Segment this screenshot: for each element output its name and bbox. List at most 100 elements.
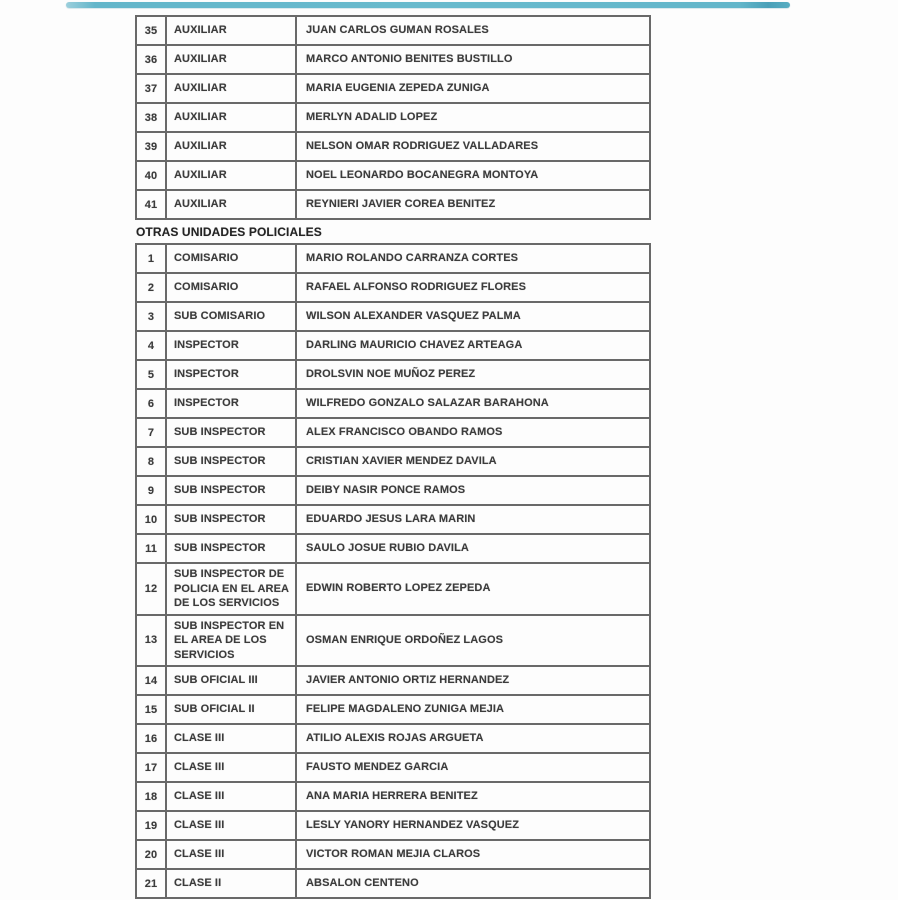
section-title-otras-unidades: OTRAS UNIDADES POLICIALES: [136, 225, 322, 239]
top-accent-bar: [66, 2, 790, 8]
table-row: 10 SUB INSPECTOR EDUARDO JESUS LARA MARIN: [135, 504, 651, 535]
cell-rank: INSPECTOR: [165, 388, 297, 419]
cell-name: EDWIN ROBERTO LOPEZ ZEPEDA: [295, 562, 651, 616]
cell-name: FELIPE MAGDALENO ZUNIGA MEJIA: [295, 694, 651, 726]
cell-name: VICTOR ROMAN MEJIA CLAROS: [295, 839, 651, 871]
cell-rank: CLASE II: [165, 868, 297, 900]
table-row: 5 INSPECTOR DROLSVIN NOE MUÑOZ PEREZ: [135, 359, 651, 390]
cell-num: 11: [135, 533, 167, 564]
table-row: 40 AUXILIAR NOEL LEONARDO BOCANEGRA MONTOY…: [135, 160, 651, 191]
table-row: 21 CLASE II ABSALON CENTENO: [135, 868, 651, 900]
cell-name: NELSON OMAR RODRIGUEZ VALLADARES: [295, 131, 651, 162]
cell-name: FAUSTO MENDEZ GARCIA: [295, 752, 651, 784]
table-row: 19 CLASE III LESLY YANORY HERNANDEZ VASQUE…: [135, 810, 651, 842]
cell-rank: AUXILIAR: [165, 131, 297, 162]
cell-num: 1: [135, 243, 167, 274]
cell-num: 35: [135, 15, 167, 46]
table-row: 15 SUB OFICIAL II FELIPE MAGDALENO ZUNIGA …: [135, 694, 651, 726]
cell-rank: SUB INSPECTOR: [165, 417, 297, 448]
cell-num: 20: [135, 839, 167, 871]
table-row: 3 SUB COMISARIO WILSON ALEXANDER VASQUEZ P…: [135, 301, 651, 332]
table-row: 11 SUB INSPECTOR SAULO JOSUE RUBIO DAVILA: [135, 533, 651, 564]
table-row: 9 SUB INSPECTOR DEIBY NASIR PONCE RAMOS: [135, 475, 651, 506]
cell-name: OSMAN ENRIQUE ORDOÑEZ LAGOS: [295, 613, 651, 668]
roster-table-otras-unidades-body: 1 COMISARIO MARIO ROLANDO CARRANZA CORTES 2…: [135, 243, 651, 900]
table-row: 7 SUB INSPECTOR ALEX FRANCISCO OBANDO RAMO…: [135, 417, 651, 448]
cell-rank: SUB COMISARIO: [165, 301, 297, 332]
cell-rank: SUB INSPECTOR DE POLICIA EN EL AREA DE L…: [165, 562, 297, 616]
table-row: 17 CLASE III FAUSTO MENDEZ GARCIA: [135, 752, 651, 784]
table-row: 4 INSPECTOR DARLING MAURICIO CHAVEZ ARTEAG…: [135, 330, 651, 361]
table-row: 37 AUXILIAR MARIA EUGENIA ZEPEDA ZUNIGA: [135, 73, 651, 104]
cell-num: 8: [135, 446, 167, 477]
cell-name: RAFAEL ALFONSO RODRIGUEZ FLORES: [295, 272, 651, 303]
cell-num: 4: [135, 330, 167, 361]
cell-rank: CLASE III: [165, 781, 297, 813]
cell-num: 38: [135, 102, 167, 133]
cell-rank: AUXILIAR: [165, 160, 297, 191]
cell-num: 12: [135, 562, 167, 616]
table-row: 14 SUB OFICIAL III JAVIER ANTONIO ORTIZ HE…: [135, 665, 651, 697]
cell-rank: CLASE III: [165, 723, 297, 755]
cell-name: ABSALON CENTENO: [295, 868, 651, 900]
cell-num: 21: [135, 868, 167, 900]
cell-rank: AUXILIAR: [165, 44, 297, 75]
cell-rank: SUB INSPECTOR: [165, 475, 297, 506]
table-row: 13 SUB INSPECTOR EN EL AREA DE LOS SERVIC…: [135, 613, 651, 668]
cell-num: 17: [135, 752, 167, 784]
cell-num: 39: [135, 131, 167, 162]
cell-rank: AUXILIAR: [165, 189, 297, 220]
cell-num: 6: [135, 388, 167, 419]
roster-table-auxiliares-body: 35 AUXILIAR JUAN CARLOS GUMAN ROSALES 36 AUX…: [135, 15, 651, 220]
cell-name: REYNIERI JAVIER COREA BENITEZ: [295, 189, 651, 220]
table-row: 18 CLASE III ANA MARIA HERRERA BENITEZ: [135, 781, 651, 813]
cell-rank: SUB INSPECTOR: [165, 446, 297, 477]
cell-rank: CLASE III: [165, 752, 297, 784]
table-row: 1 COMISARIO MARIO ROLANDO CARRANZA CORTES: [135, 243, 651, 274]
table-row: 41 AUXILIAR REYNIERI JAVIER COREA BENITEZ: [135, 189, 651, 220]
table-row: 38 AUXILIAR MERLYN ADALID LOPEZ: [135, 102, 651, 133]
table-row: 16 CLASE III ATILIO ALEXIS ROJAS ARGUETA: [135, 723, 651, 755]
cell-num: 36: [135, 44, 167, 75]
cell-rank: AUXILIAR: [165, 15, 297, 46]
cell-rank: INSPECTOR: [165, 359, 297, 390]
cell-name: DROLSVIN NOE MUÑOZ PEREZ: [295, 359, 651, 390]
cell-name: MARCO ANTONIO BENITES BUSTILLO: [295, 44, 651, 75]
document-content: 35 AUXILIAR JUAN CARLOS GUMAN ROSALES 36 AUX…: [135, 15, 651, 900]
cell-num: 10: [135, 504, 167, 535]
cell-rank: SUB INSPECTOR EN EL AREA DE LOS SERVICIO…: [165, 613, 297, 668]
cell-rank: COMISARIO: [165, 272, 297, 303]
table-row: 35 AUXILIAR JUAN CARLOS GUMAN ROSALES: [135, 15, 651, 46]
cell-name: DARLING MAURICIO CHAVEZ ARTEAGA: [295, 330, 651, 361]
cell-rank: SUB OFICIAL III: [165, 665, 297, 697]
cell-num: 40: [135, 160, 167, 191]
cell-name: ALEX FRANCISCO OBANDO RAMOS: [295, 417, 651, 448]
cell-num: 41: [135, 189, 167, 220]
cell-num: 9: [135, 475, 167, 506]
cell-rank: CLASE III: [165, 839, 297, 871]
cell-num: 13: [135, 613, 167, 668]
table-row: 12 SUB INSPECTOR DE POLICIA EN EL AREA DE…: [135, 562, 651, 616]
cell-num: 18: [135, 781, 167, 813]
cell-num: 16: [135, 723, 167, 755]
cell-name: WILSON ALEXANDER VASQUEZ PALMA: [295, 301, 651, 332]
cell-rank: AUXILIAR: [165, 73, 297, 104]
cell-num: 19: [135, 810, 167, 842]
cell-name: CRISTIAN XAVIER MENDEZ DAVILA: [295, 446, 651, 477]
cell-num: 7: [135, 417, 167, 448]
cell-rank: AUXILIAR: [165, 102, 297, 133]
cell-rank: INSPECTOR: [165, 330, 297, 361]
cell-name: EDUARDO JESUS LARA MARIN: [295, 504, 651, 535]
cell-name: MARIO ROLANDO CARRANZA CORTES: [295, 243, 651, 274]
cell-num: 37: [135, 73, 167, 104]
cell-name: WILFREDO GONZALO SALAZAR BARAHONA: [295, 388, 651, 419]
table-row: 8 SUB INSPECTOR CRISTIAN XAVIER MENDEZ DAV…: [135, 446, 651, 477]
cell-num: 3: [135, 301, 167, 332]
roster-table-otras-unidades: 1 COMISARIO MARIO ROLANDO CARRANZA CORTES 2…: [135, 243, 651, 900]
roster-table-auxiliares: 35 AUXILIAR JUAN CARLOS GUMAN ROSALES 36 AUX…: [135, 15, 651, 220]
cell-name: ATILIO ALEXIS ROJAS ARGUETA: [295, 723, 651, 755]
cell-name: MERLYN ADALID LOPEZ: [295, 102, 651, 133]
cell-num: 2: [135, 272, 167, 303]
cell-num: 15: [135, 694, 167, 726]
